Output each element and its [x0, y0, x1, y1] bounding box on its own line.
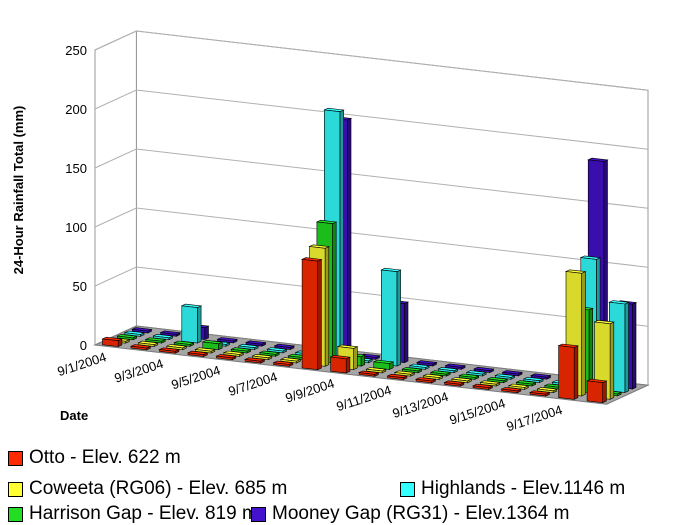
x-tick-label: 9/9/2004 [283, 376, 336, 406]
bar [536, 386, 558, 394]
bar [358, 370, 380, 377]
bar [222, 350, 245, 357]
bar [472, 383, 494, 390]
chart-walls [94, 30, 649, 386]
x-axis-label: Date [60, 408, 88, 423]
bar [479, 380, 501, 387]
bar [258, 350, 281, 357]
bar [500, 387, 522, 394]
gridline [94, 207, 649, 268]
bar [443, 380, 465, 387]
gridline [94, 148, 649, 209]
bar [244, 357, 266, 364]
bar [301, 257, 323, 371]
x-tick-label: 9/13/2004 [391, 389, 451, 421]
y-tick-label: 250 [65, 43, 87, 58]
bar [429, 370, 452, 377]
bar [123, 330, 146, 337]
bar [329, 354, 351, 374]
y-axis-label: 24-Hour Rainfall Total (mm) [11, 106, 26, 275]
floor-plane [93, 325, 650, 405]
bar [529, 390, 551, 397]
bar [465, 370, 488, 377]
y-tick-label: 50 [73, 279, 87, 294]
bar [273, 343, 296, 350]
bar [557, 343, 579, 400]
bar [101, 336, 123, 348]
y-tick-label: 200 [65, 102, 87, 117]
bar [415, 360, 438, 367]
bar [251, 353, 273, 361]
gridline [94, 89, 649, 150]
bar [158, 347, 180, 354]
bar [215, 354, 237, 361]
bar [372, 359, 395, 370]
y-tick-label: 0 [80, 338, 87, 353]
bar [522, 376, 545, 384]
bar [437, 366, 459, 374]
bar [386, 373, 408, 381]
chart-floor [93, 325, 650, 405]
x-tick-label: 9/5/2004 [169, 362, 222, 392]
bar [129, 344, 152, 351]
y-tick-label: 100 [65, 220, 87, 235]
bar [415, 377, 437, 384]
gridline [94, 266, 649, 327]
x-tick-label: 9/15/2004 [448, 395, 508, 427]
x-tick-label: 9/3/2004 [112, 356, 165, 386]
bar [272, 360, 294, 367]
side-wall [94, 30, 137, 346]
bar [422, 373, 444, 380]
y-tick-label: 150 [65, 161, 87, 176]
bar [180, 303, 203, 344]
x-tick-label: 9/1/2004 [55, 349, 108, 379]
bar [458, 373, 480, 380]
bars [101, 107, 638, 404]
y-axis-ticks: 0 50 100 150 200 250 [65, 43, 87, 353]
bar [486, 376, 509, 384]
gridline [94, 30, 649, 91]
x-tick-label: 9/7/2004 [226, 369, 279, 399]
bar [444, 363, 467, 370]
bar [586, 378, 608, 404]
bar [507, 383, 530, 390]
bar [131, 327, 153, 334]
bar [186, 350, 209, 357]
x-tick-label: 9/17/2004 [505, 402, 565, 434]
bar [380, 267, 402, 367]
bar [244, 340, 267, 347]
x-tick-label: 9/11/2004 [334, 382, 393, 414]
